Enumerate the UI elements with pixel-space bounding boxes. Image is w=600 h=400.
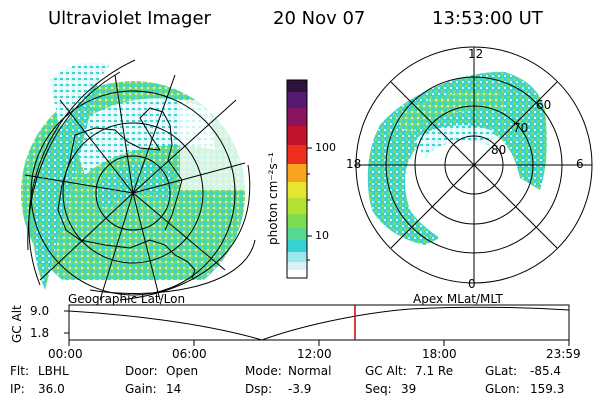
gcalt-label: GC Alt: bbox=[365, 364, 407, 378]
filter-value: LBHL bbox=[38, 364, 69, 378]
colorbar-unit-label: photon cm⁻²s⁻¹ bbox=[266, 152, 280, 245]
filter-label: Flt: bbox=[10, 364, 29, 378]
timeline-xtick-2359: 23:59 bbox=[546, 347, 581, 361]
left-panel-title: Geographic Lat/Lon bbox=[68, 292, 186, 306]
lat-label-60: 60 bbox=[536, 98, 552, 112]
instrument-title: Ultraviolet Imager bbox=[48, 8, 211, 29]
timeline-panel bbox=[64, 304, 570, 346]
mode-value: Normal bbox=[288, 364, 332, 378]
aurora-faint-region bbox=[70, 98, 215, 175]
mlt-label-left: 18 bbox=[346, 157, 362, 171]
door-label: Door: bbox=[125, 364, 158, 378]
dsp-value: -3.9 bbox=[288, 382, 312, 396]
seq-label: Seq: bbox=[365, 382, 392, 396]
timeline-axis-label: GC Alt bbox=[10, 305, 24, 343]
timeline-xtick-0600: 06:00 bbox=[172, 347, 207, 361]
ip-value: 36.0 bbox=[38, 382, 65, 396]
geo-lat-circle-mid bbox=[62, 122, 204, 264]
mlt-spokes bbox=[356, 47, 592, 283]
seq-value: 39 bbox=[401, 382, 417, 396]
timeline-xtick-0000: 00:00 bbox=[48, 347, 83, 361]
timeline-ytick-top: 9.0 bbox=[30, 304, 50, 318]
right-panel-title: Apex MLat/MLT bbox=[413, 292, 503, 306]
geographic-map bbox=[21, 59, 256, 301]
door-value: Open bbox=[166, 364, 199, 378]
gain-value: 14 bbox=[166, 382, 182, 396]
glat-value: -85.4 bbox=[530, 364, 562, 378]
glon-value: 159.3 bbox=[530, 382, 565, 396]
mode-label: Mode: bbox=[245, 364, 282, 378]
lat-label-80: 80 bbox=[491, 143, 507, 157]
colorbar bbox=[286, 79, 312, 279]
colorbar-tick-10: 10 bbox=[315, 229, 329, 242]
date-label: 20 Nov 07 bbox=[273, 8, 366, 29]
altitude-curve bbox=[68, 306, 570, 341]
gain-label: Gain: bbox=[125, 382, 157, 396]
gcalt-value: 7.1 Re bbox=[415, 364, 454, 378]
colorbar-tick-100: 100 bbox=[315, 141, 336, 154]
dsp-label: Dsp: bbox=[245, 382, 273, 396]
lat-label-70: 70 bbox=[513, 121, 529, 135]
geo-lat-circle-outer bbox=[30, 90, 236, 296]
glat-label: GLat: bbox=[485, 364, 518, 378]
glon-label: GLon: bbox=[485, 382, 520, 396]
timeline-ytick-bottom: 1.8 bbox=[30, 326, 50, 340]
mlt-label-right: 6 bbox=[576, 157, 584, 171]
mlt-label-bottom: 0 bbox=[468, 277, 476, 291]
mlt-label-top: 12 bbox=[468, 47, 484, 61]
coastline bbox=[57, 107, 196, 279]
ip-label: IP: bbox=[10, 382, 25, 396]
geo-lat-circle-inner bbox=[95, 155, 171, 231]
timeline-xtick-1800: 18:00 bbox=[422, 347, 457, 361]
time-label: 13:53:00 UT bbox=[432, 8, 543, 29]
polar-plot bbox=[355, 46, 593, 284]
timeline-xtick-1200: 12:00 bbox=[297, 347, 332, 361]
